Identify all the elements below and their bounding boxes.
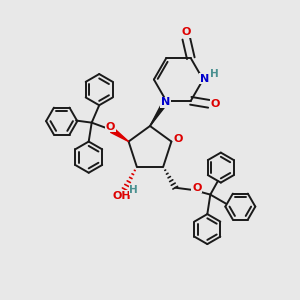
Polygon shape	[150, 99, 169, 126]
Text: H: H	[129, 185, 138, 195]
Text: N: N	[161, 97, 170, 107]
Text: OH: OH	[112, 191, 131, 201]
Polygon shape	[111, 128, 129, 142]
Text: N: N	[200, 74, 209, 84]
Text: O: O	[211, 99, 220, 109]
Text: O: O	[106, 122, 115, 131]
Text: O: O	[182, 27, 191, 37]
Text: O: O	[173, 134, 183, 144]
Text: H: H	[210, 69, 219, 79]
Text: O: O	[192, 183, 202, 193]
